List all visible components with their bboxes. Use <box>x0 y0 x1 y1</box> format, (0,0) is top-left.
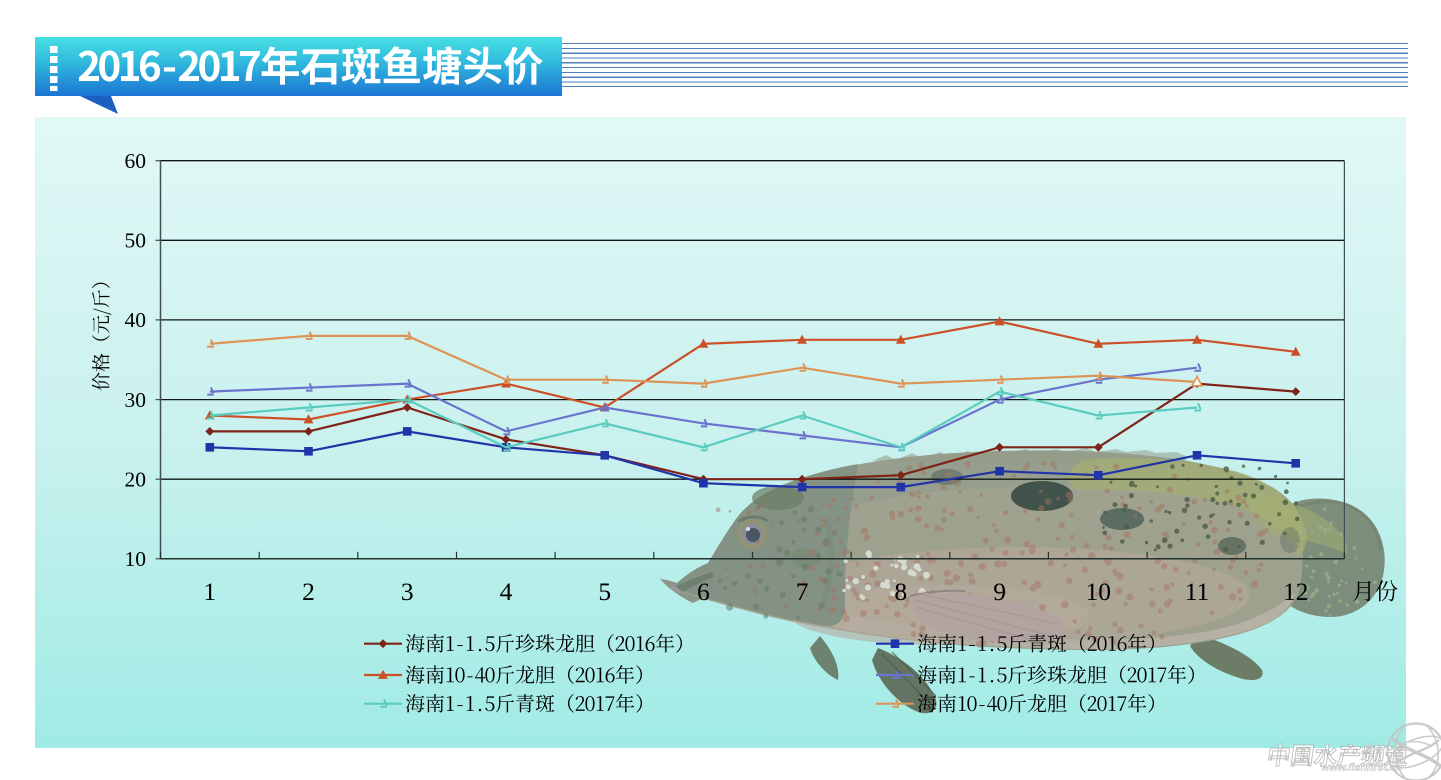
svg-text:50: 50 <box>125 229 147 253</box>
svg-text:4: 4 <box>500 577 513 606</box>
svg-text:1: 1 <box>203 577 216 606</box>
svg-text:12: 12 <box>1283 577 1309 606</box>
svg-text:11: 11 <box>1185 577 1210 606</box>
svg-text:10: 10 <box>125 547 147 571</box>
svg-text:5: 5 <box>598 577 611 606</box>
svg-text:6: 6 <box>697 577 710 606</box>
svg-text:8: 8 <box>894 577 907 606</box>
svg-text:10: 10 <box>1086 577 1112 606</box>
svg-text:7: 7 <box>796 577 809 606</box>
svg-text:www.fishfirst.cn: www.fishfirst.cn <box>1321 762 1402 774</box>
svg-text:3: 3 <box>401 577 414 606</box>
svg-text:20: 20 <box>125 468 147 492</box>
svg-text:40: 40 <box>125 308 147 332</box>
svg-text:9: 9 <box>993 577 1006 606</box>
svg-text:30: 30 <box>125 388 147 412</box>
svg-text:60: 60 <box>125 149 147 173</box>
svg-text:2: 2 <box>302 577 315 606</box>
